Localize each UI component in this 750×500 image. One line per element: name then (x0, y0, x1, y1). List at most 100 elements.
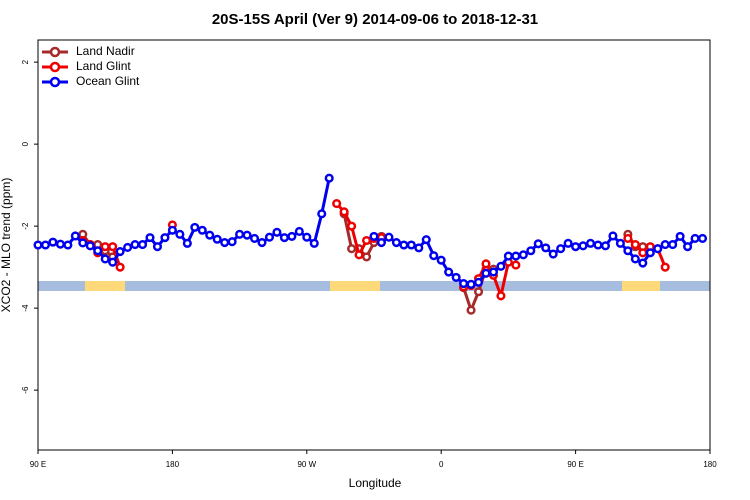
data-point (496, 291, 506, 301)
data-point (473, 287, 484, 297)
data-point (287, 231, 297, 241)
data-point (227, 237, 237, 247)
data-point (660, 240, 670, 250)
data-point (78, 238, 88, 248)
data-point (167, 225, 177, 235)
data-point (160, 233, 170, 243)
data-point (93, 246, 103, 256)
data-point (436, 255, 446, 265)
data-point (369, 231, 379, 241)
data-point (600, 241, 611, 251)
surface-band (38, 281, 710, 291)
y-axis-label: XCO2 - MLO trend (ppm) (0, 178, 13, 313)
data-point (70, 231, 80, 241)
data-point (638, 258, 648, 268)
data-point (481, 268, 491, 278)
data-point (556, 244, 566, 254)
y-tick-label: -2 (21, 222, 30, 230)
x-tick-label: 90 W (297, 460, 316, 469)
data-point (197, 225, 207, 235)
data-point (361, 235, 372, 246)
data-point (585, 238, 596, 248)
data-point (257, 237, 267, 248)
data-point (630, 240, 640, 250)
data-point (668, 240, 678, 250)
x-tick-label: 180 (703, 460, 717, 469)
data-point (697, 233, 708, 243)
data-point (563, 238, 573, 248)
data-point (130, 240, 140, 250)
data-point (100, 242, 110, 252)
legend-label: Land Nadir (76, 44, 135, 58)
data-point (473, 277, 484, 287)
data-point (623, 233, 633, 243)
data-point (347, 244, 357, 254)
data-point (294, 226, 304, 237)
data-point (630, 254, 640, 264)
legend-marker (49, 76, 61, 88)
legend-marker (49, 61, 61, 73)
data-point (451, 272, 461, 282)
data-point (205, 230, 215, 240)
data-point (638, 248, 648, 258)
data-point (414, 243, 424, 253)
data-point (675, 231, 685, 241)
data-point (481, 259, 491, 269)
legend-label: Ocean Glint (76, 74, 140, 88)
data-point (309, 238, 319, 248)
data-point (571, 242, 581, 252)
data-point (645, 248, 655, 258)
data-point (511, 251, 521, 261)
x-axis-label: Longitude (349, 476, 402, 490)
data-point (63, 240, 73, 250)
data-point (212, 234, 222, 244)
data-point (115, 247, 125, 257)
data-point (526, 246, 536, 256)
x-tick-label: 90 E (567, 460, 583, 469)
data-point (100, 254, 110, 264)
data-point (339, 207, 349, 217)
data-point (361, 252, 372, 262)
data-point (608, 231, 618, 241)
series-line (38, 177, 703, 286)
data-point (249, 233, 260, 243)
data-point (137, 240, 148, 250)
data-point (85, 241, 95, 251)
data-point (690, 233, 700, 243)
data-point (578, 241, 588, 251)
data-point (324, 173, 334, 183)
data-point (660, 262, 670, 272)
y-tick-label: -4 (21, 304, 30, 312)
data-point (623, 246, 633, 256)
data-point (190, 222, 200, 232)
data-point (33, 240, 43, 250)
data-point (376, 237, 387, 248)
y-tick-label: 2 (21, 59, 30, 64)
data-point (175, 229, 185, 239)
x-tick-label: 180 (166, 460, 180, 469)
data-point (302, 232, 312, 242)
data-point (429, 251, 439, 261)
data-point (235, 229, 245, 239)
data-point (496, 261, 506, 271)
data-point (541, 243, 551, 253)
data-point (40, 240, 51, 250)
legend-marker (49, 46, 61, 58)
data-point (123, 242, 133, 253)
data-point (399, 240, 409, 250)
data-point (488, 267, 499, 277)
data-point (518, 250, 528, 260)
data-point (317, 209, 327, 219)
x-tick-label: 0 (439, 460, 444, 469)
data-point (421, 235, 431, 245)
data-point (406, 240, 416, 250)
data-point (48, 237, 58, 247)
data-point (182, 238, 192, 248)
data-point (503, 251, 513, 261)
data-point (264, 232, 275, 242)
y-tick-label: 0 (21, 141, 30, 146)
data-point (548, 249, 558, 259)
data-point (272, 227, 282, 237)
data-point (279, 233, 289, 243)
